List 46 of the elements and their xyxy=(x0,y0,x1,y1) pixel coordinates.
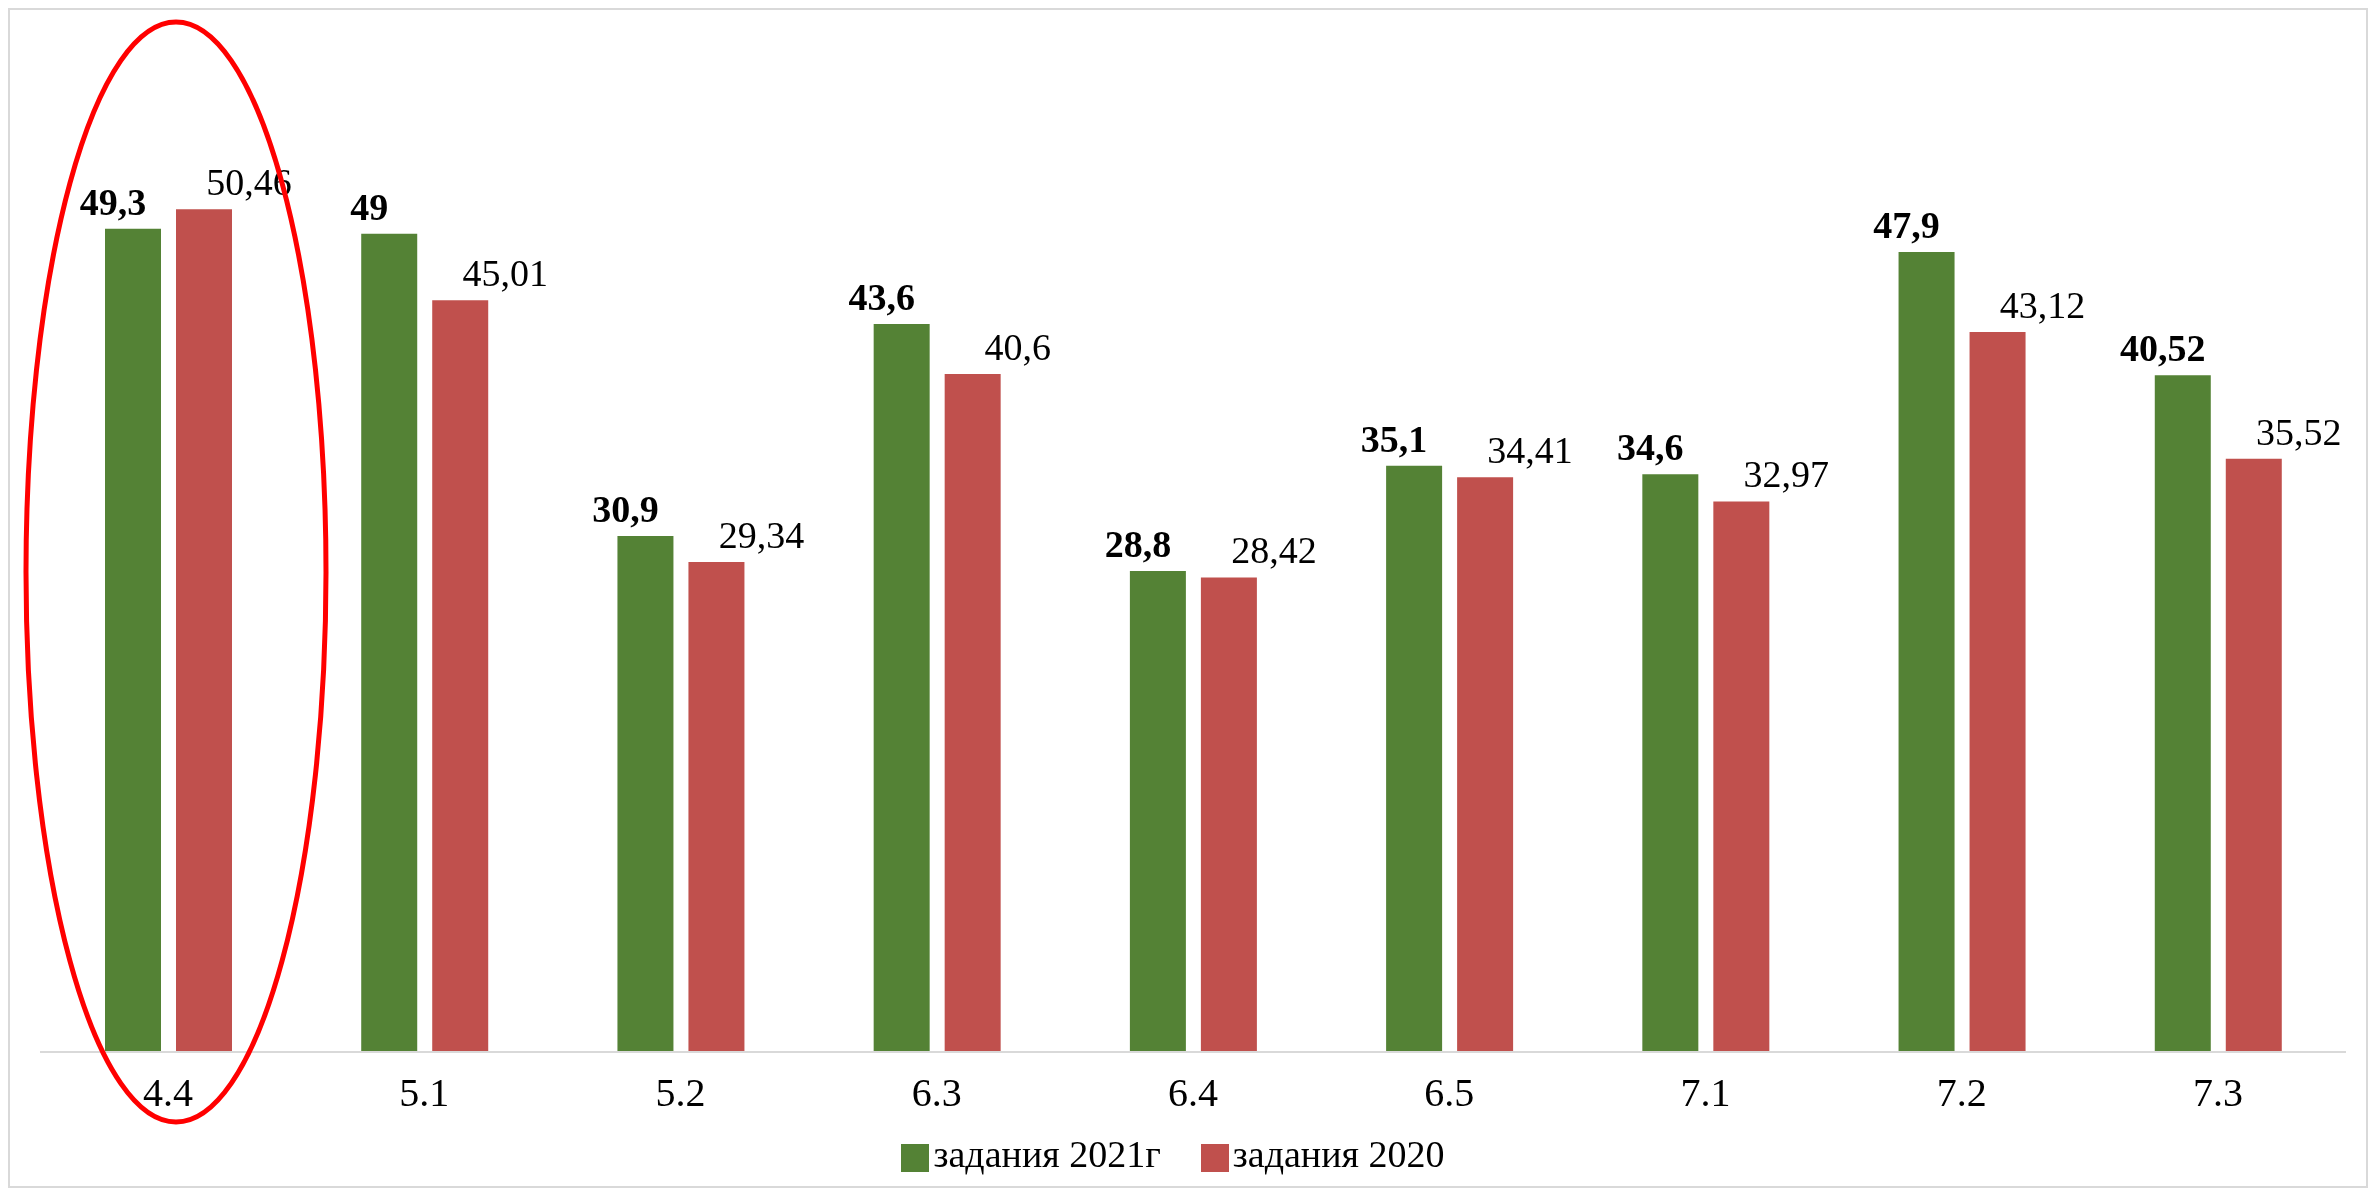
data-label: 30,9 xyxy=(592,487,659,530)
data-label: 40,6 xyxy=(984,325,1051,368)
bar xyxy=(1969,331,2026,1052)
bar xyxy=(1200,577,1257,1052)
data-label: 34,41 xyxy=(1487,429,1573,472)
bar xyxy=(1129,571,1186,1052)
bar xyxy=(2225,458,2282,1052)
bar xyxy=(688,562,745,1052)
data-label: 28,8 xyxy=(1104,523,1172,566)
bar xyxy=(2154,375,2211,1052)
data-label: 45,01 xyxy=(462,252,548,295)
data-label: 32,97 xyxy=(1743,453,1830,496)
x-tick-label: 6.3 xyxy=(911,1070,962,1116)
bar xyxy=(1457,477,1514,1052)
x-tick-label: 7.2 xyxy=(1936,1070,1987,1116)
x-tick-label: 7.1 xyxy=(1680,1070,1731,1116)
bar xyxy=(361,233,418,1052)
bar xyxy=(873,323,930,1052)
legend-label: задания 2021г xyxy=(933,1133,1161,1175)
bar xyxy=(1898,252,1955,1052)
bar xyxy=(944,373,1001,1052)
bar xyxy=(1713,501,1770,1052)
data-label: 34,6 xyxy=(1617,426,1684,469)
x-tick-label: 7.3 xyxy=(2192,1070,2243,1116)
x-tick-label: 6.5 xyxy=(1424,1070,1475,1116)
bar xyxy=(1642,474,1699,1052)
data-label: 43,12 xyxy=(1999,283,2086,326)
data-label: 49,3 xyxy=(79,180,147,223)
x-tick-label: 4.4 xyxy=(143,1070,194,1116)
data-label: 40,52 xyxy=(2120,327,2206,370)
x-tick-label: 5.2 xyxy=(655,1070,706,1116)
data-label: 47,9 xyxy=(1873,204,1940,247)
bar xyxy=(176,209,232,1052)
bar xyxy=(432,300,489,1052)
bar xyxy=(617,535,674,1052)
data-label: 43,6 xyxy=(848,275,915,318)
bar xyxy=(105,228,161,1052)
data-label: 28,42 xyxy=(1231,529,1317,572)
data-label: 35,52 xyxy=(2256,410,2342,453)
x-tick-label: 6.4 xyxy=(1168,1070,1218,1116)
bar xyxy=(1386,465,1443,1052)
data-label: 35,1 xyxy=(1360,417,1428,460)
data-label: 29,34 xyxy=(718,514,805,557)
data-label: 49 xyxy=(350,185,389,228)
legend-label: задания 2020 xyxy=(1232,1133,1445,1175)
x-tick-label: 5.1 xyxy=(399,1070,450,1116)
